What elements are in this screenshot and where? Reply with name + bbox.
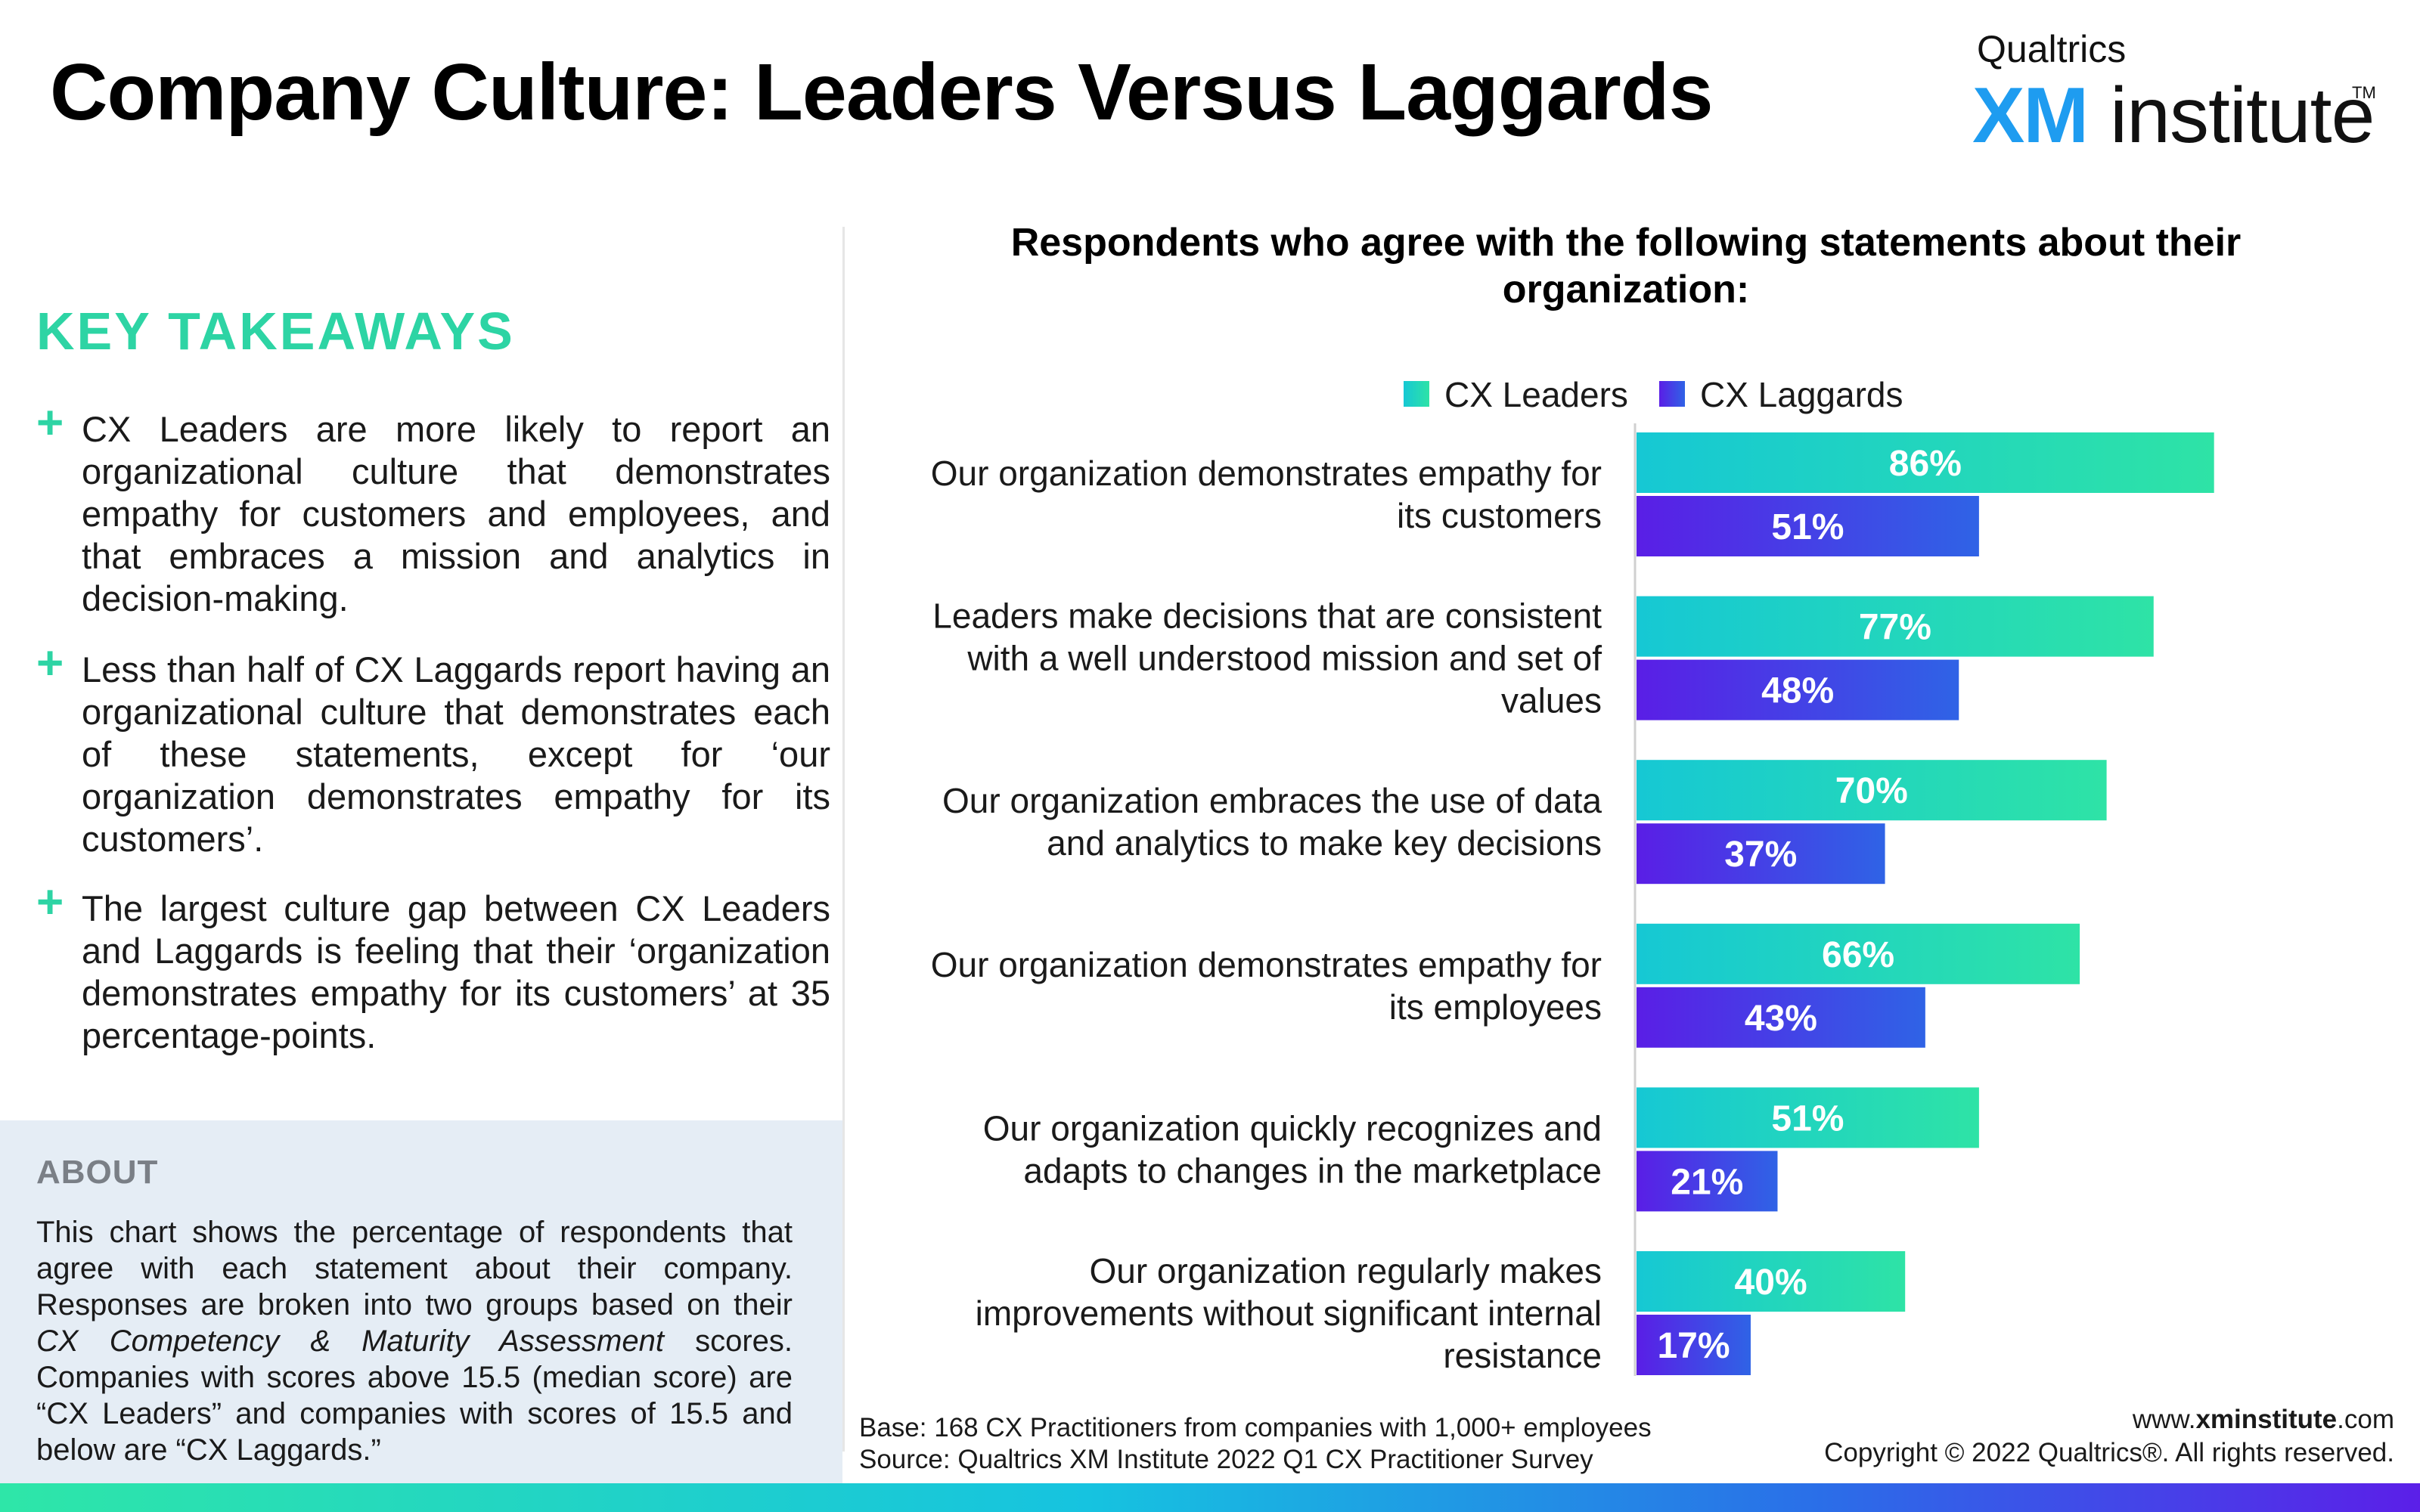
category-label: Our organization embraces the use of dat… xyxy=(942,781,1602,863)
legend-swatch-leaders xyxy=(1404,381,1429,407)
bar-value-label: 66% xyxy=(1822,935,1894,975)
bar-leaders xyxy=(1637,596,2154,657)
bar-value-label: 86% xyxy=(1889,444,1962,484)
logo-qualtrics-text: Qualtrics xyxy=(1977,28,2127,70)
logo-trademark: TM xyxy=(2352,83,2376,102)
chart-title: Respondents who agree with the following… xyxy=(1010,221,2242,311)
bar-laggards xyxy=(1637,1315,1751,1375)
takeaway-text: The largest culture gap between CX Leade… xyxy=(82,888,830,1055)
bar-leaders xyxy=(1637,432,2214,493)
bar-laggards xyxy=(1637,659,1959,720)
bar-value-label: 37% xyxy=(1724,835,1797,875)
about-text-part: scores. Companies with scores above 15.5… xyxy=(36,1325,793,1467)
category-label: Our organization quickly recognizes and a… xyxy=(983,1108,1602,1190)
takeaway-text: CX Leaders are more likely to report an … xyxy=(82,409,830,618)
bar-leaders xyxy=(1637,923,2080,984)
page-title: Company Culture: Leaders Versus Laggards xyxy=(50,48,1713,137)
website-domain: xminstitute xyxy=(2195,1405,2338,1434)
bar-value-label: 48% xyxy=(1761,671,1834,711)
legend-label: CX Laggards xyxy=(1700,375,1903,414)
bar-value-label: 40% xyxy=(1735,1263,1807,1303)
footer-notes: Base: 168 CX Practitioners from companie… xyxy=(859,1412,1652,1476)
footer-credits: www.xminstitute.com Copyright © 2022 Qua… xyxy=(1824,1403,2394,1470)
legend-label: CX Leaders xyxy=(1444,375,1628,414)
category-label: Our organization regularly makes improvem… xyxy=(976,1251,1602,1375)
plus-icon: + xyxy=(36,637,64,689)
bar-value-label: 17% xyxy=(1657,1326,1730,1366)
about-text-part: This chart shows the percentage of respo… xyxy=(36,1216,793,1321)
bar-value-label: 21% xyxy=(1671,1162,1743,1202)
bar-value-label: 70% xyxy=(1835,771,1908,811)
bar-leaders xyxy=(1637,760,2107,821)
footer-source: Source: Qualtrics XM Institute 2022 Q1 C… xyxy=(859,1445,1593,1474)
key-takeaways-heading: KEY TAKEAWAYS xyxy=(36,302,515,361)
bar-value-label: 77% xyxy=(1859,608,1931,648)
bar-value-label: 43% xyxy=(1745,999,1817,1039)
website-suffix: .com xyxy=(2337,1405,2394,1434)
category-label: Our organization demonstrates empathy fo… xyxy=(931,945,1602,1027)
website-prefix: www. xyxy=(2132,1405,2196,1434)
panel-divider xyxy=(842,227,845,1452)
footer-base: Base: 168 CX Practitioners from companie… xyxy=(859,1413,1652,1442)
plus-icon: + xyxy=(36,876,64,928)
category-label: Leaders make decisions that are consiste… xyxy=(932,596,1602,720)
legend-swatch-laggards xyxy=(1659,381,1685,407)
bar-value-label: 51% xyxy=(1771,1098,1844,1139)
footer-copyright: Copyright © 2022 Qualtrics®. All rights … xyxy=(1824,1438,2394,1467)
about-text: This chart shows the percentage of respo… xyxy=(36,1214,793,1468)
plus-icon: + xyxy=(36,397,64,449)
about-panel: ABOUT This chart shows the percentage of… xyxy=(0,1120,842,1485)
category-label: Our organization demonstrates empathy fo… xyxy=(931,454,1602,535)
bar-value-label: 51% xyxy=(1771,507,1844,547)
bar-laggards xyxy=(1637,987,1925,1048)
logo-xm-text: XM xyxy=(1972,72,2089,160)
bar-laggards xyxy=(1637,1151,1778,1212)
about-heading: ABOUT xyxy=(36,1154,159,1191)
footer-website[interactable]: www.xminstitute.com xyxy=(1824,1403,2394,1436)
takeaway-text: Less than half of CX Laggards report hav… xyxy=(82,649,830,859)
bar-leaders xyxy=(1637,1251,1906,1312)
bottom-gradient-band xyxy=(0,1483,2420,1512)
bar-laggards xyxy=(1637,496,1979,556)
about-text-italic: CX Competency & Maturity Assessment xyxy=(36,1325,664,1358)
bar-leaders xyxy=(1637,1087,1979,1148)
logo-institute-text: institute xyxy=(2110,72,2375,160)
bar-laggards xyxy=(1637,823,1885,885)
xm-institute-logo: Qualtrics XM institute TM xyxy=(1972,27,2376,160)
